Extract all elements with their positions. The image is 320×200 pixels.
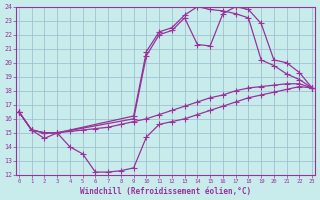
X-axis label: Windchill (Refroidissement éolien,°C): Windchill (Refroidissement éolien,°C) [80,187,251,196]
